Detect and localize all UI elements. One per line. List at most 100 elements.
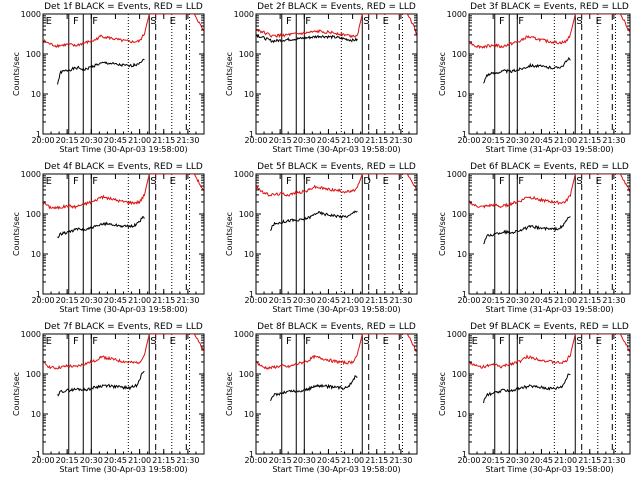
x-tick-label: 20:30: [80, 136, 103, 145]
panel-title: Det 1f BLACK = Events, RED = LLD: [44, 2, 203, 12]
y-tick-label: 1000: [447, 170, 467, 179]
x-tick-label: 21:15: [152, 296, 175, 305]
x-tick-label: 21:15: [578, 456, 601, 465]
y-tick-label: 100: [452, 210, 467, 219]
y-tick-label: 10: [244, 90, 254, 99]
y-tick-label: 100: [26, 370, 41, 379]
plot-area: [256, 174, 417, 294]
x-tick-label: 21:30: [602, 136, 625, 145]
x-axis-label: Start Time (31-Apr-03 19:58:00): [485, 145, 613, 154]
x-tick-label: 20:00: [457, 136, 480, 145]
y-tick-label: 10: [244, 250, 254, 259]
interval-marker: E: [596, 176, 602, 187]
interval-marker: E: [170, 16, 176, 27]
y-axis-label: Counts/sec: [12, 212, 21, 256]
x-axis-label: Start Time (30-Apr-03 19:58:00): [59, 305, 187, 314]
x-tick-label: 20:45: [317, 136, 340, 145]
panel-det-5: Det 5f BLACK = Events, RED = LLD 1 10 100 10…: [225, 162, 418, 314]
interval-marker: F: [92, 16, 98, 27]
series-lld-line: [43, 174, 204, 211]
interval-marker: E: [383, 16, 389, 27]
y-tick-label: 1: [249, 130, 254, 139]
x-tick-label: 21:15: [152, 136, 175, 145]
plot-frame: [468, 173, 631, 295]
interval-marker: F: [286, 336, 292, 347]
x-tick-label: 20:45: [530, 296, 553, 305]
x-tick-label: 20:00: [31, 296, 54, 305]
x-axis-label: Start Time (30-Apr-03 19:58:00): [272, 465, 400, 474]
series-events-line: [483, 56, 571, 84]
x-tick-label: 20:15: [56, 136, 79, 145]
panel-title: Det 3f BLACK = Events, RED = LLD: [470, 2, 629, 12]
interval-marker: F: [286, 16, 292, 27]
panel-title: Det 7f BLACK = Events, RED = LLD: [44, 322, 203, 332]
y-axis-label: Counts/sec: [438, 372, 447, 416]
interval-marker: F: [305, 336, 311, 347]
x-tick-label: 21:30: [602, 456, 625, 465]
series-events-line: [483, 373, 571, 404]
x-tick-label: 20:15: [269, 456, 292, 465]
x-tick-label: 20:30: [506, 136, 529, 145]
x-tick-label: 20:00: [457, 296, 480, 305]
series-lld-line: [469, 334, 630, 369]
x-tick-label: 21:30: [389, 296, 412, 305]
interval-marker: F: [73, 176, 79, 187]
y-tick-label: 1000: [234, 10, 254, 19]
y-axis-label: Counts/sec: [438, 52, 447, 96]
x-tick-label: 21:15: [365, 456, 388, 465]
x-axis-label: Start Time (30-Apr-03 19:58:00): [272, 145, 400, 154]
interval-marker: E: [596, 16, 602, 27]
interval-marker: S: [150, 336, 156, 347]
y-tick-label: 1000: [21, 330, 41, 339]
plot-area: [469, 14, 630, 134]
x-tick-label: 21:30: [176, 296, 199, 305]
x-tick-label: 20:45: [530, 456, 553, 465]
series-events-line: [57, 58, 145, 85]
x-axis-label: Start Time (30-Apr-03 19:58:00): [272, 305, 400, 314]
series-events-line: [270, 210, 358, 232]
panel-title: Det 8f BLACK = Events, RED = LLD: [257, 322, 416, 332]
y-tick-label: 1: [249, 290, 254, 299]
y-axis-label: Counts/sec: [225, 52, 234, 96]
y-tick-label: 1: [462, 450, 467, 459]
x-tick-label: 20:45: [317, 296, 340, 305]
plot-area: [469, 174, 630, 294]
y-tick-label: 10: [457, 90, 467, 99]
y-tick-label: 10: [31, 410, 41, 419]
interval-marker: F: [518, 336, 524, 347]
x-axis-label: Start Time (31-Apr-03 19:58:00): [485, 305, 613, 314]
x-tick-label: 20:15: [269, 136, 292, 145]
x-axis-label: Start Time (30-Apr-03 19:58:00): [59, 465, 187, 474]
series-events-line: [483, 216, 571, 245]
interval-marker: F: [92, 336, 98, 347]
panel-title: Det 2f BLACK = Events, RED = LLD: [257, 2, 416, 12]
y-tick-label: 1000: [447, 330, 467, 339]
interval-marker: F: [518, 176, 524, 187]
y-tick-label: 100: [452, 50, 467, 59]
y-axis-label: Counts/sec: [225, 372, 234, 416]
x-tick-label: 20:00: [457, 456, 480, 465]
panel-det-8: Det 8f BLACK = Events, RED = LLD 1 10 100 10…: [225, 322, 418, 474]
y-tick-label: 1: [462, 130, 467, 139]
x-tick-label: 21:15: [578, 296, 601, 305]
panel-det-2: Det 2f BLACK = Events, RED = LLD 1 10 100 10…: [225, 2, 418, 154]
interval-marker: E: [596, 336, 602, 347]
x-tick-label: 21:15: [152, 456, 175, 465]
x-tick-label: 20:15: [482, 296, 505, 305]
y-tick-label: 1000: [234, 330, 254, 339]
x-tick-label: 21:15: [578, 136, 601, 145]
y-tick-label: 1: [36, 450, 41, 459]
x-tick-label: 20:00: [244, 136, 267, 145]
y-tick-label: 1: [36, 130, 41, 139]
y-tick-label: 1000: [234, 170, 254, 179]
x-tick-label: 20:30: [506, 296, 529, 305]
interval-marker: S: [576, 16, 582, 27]
x-tick-label: 21:30: [176, 136, 199, 145]
panel-det-3: Det 3f BLACK = Events, RED = LLD 1 10 100 10…: [438, 2, 631, 154]
plot-area: [469, 334, 630, 454]
interval-marker: S: [363, 336, 369, 347]
x-tick-label: 20:30: [293, 456, 316, 465]
series-lld-line: [256, 14, 417, 39]
plot-area: [43, 334, 204, 454]
x-tick-label: 21:00: [554, 296, 577, 305]
